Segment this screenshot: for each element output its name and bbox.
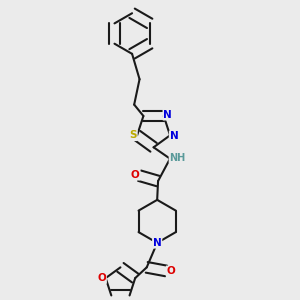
Text: NH: NH (169, 153, 186, 163)
Text: N: N (169, 131, 178, 141)
Text: N: N (153, 238, 161, 248)
Text: O: O (98, 273, 106, 283)
Text: N: N (163, 110, 172, 120)
Text: O: O (131, 170, 140, 180)
Text: O: O (167, 266, 175, 276)
Text: S: S (130, 130, 137, 140)
